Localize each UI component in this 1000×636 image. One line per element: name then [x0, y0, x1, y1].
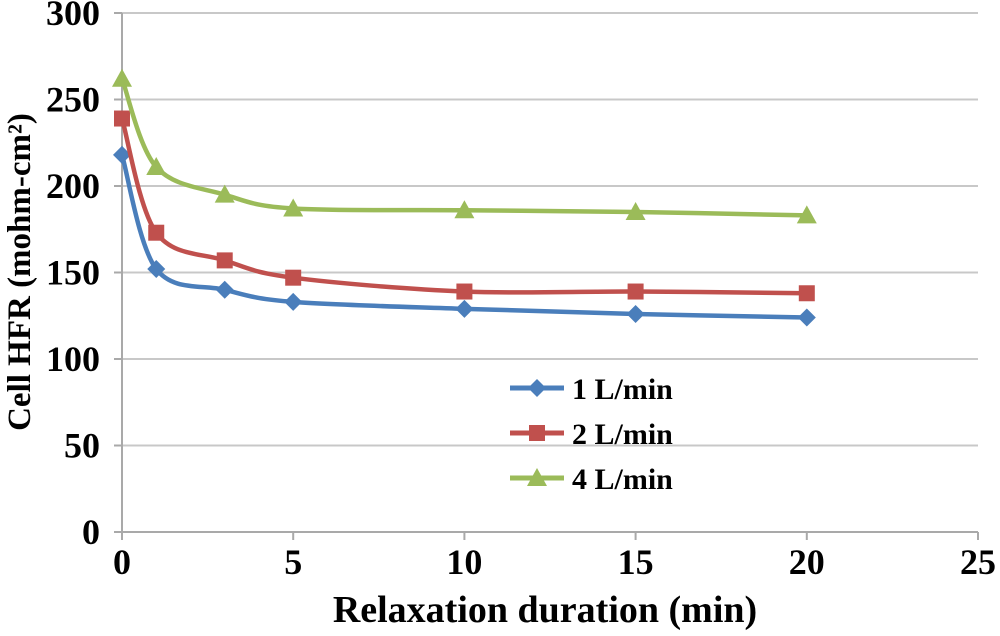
- x-tick-label: 5: [284, 542, 302, 582]
- series-2-l-min: [114, 110, 815, 302]
- data-point-marker: [625, 201, 646, 220]
- legend-item-2-l-min: 2 L/min: [510, 418, 673, 451]
- y-axis-title: Cell HFR (mohm-cm²): [2, 113, 38, 431]
- data-point-marker: [112, 68, 132, 87]
- x-tick-label: 10: [446, 542, 482, 582]
- series-4-l-min: [112, 68, 817, 224]
- legend: 1 L/min 2 L/min 4 L/min: [510, 373, 673, 496]
- y-tick-label: 200: [46, 166, 100, 206]
- data-point-marker: [147, 260, 166, 279]
- data-point-marker: [216, 252, 233, 269]
- data-point-marker: [284, 292, 303, 311]
- series-1-l-min: [113, 145, 816, 327]
- legend-label: 2 L/min: [572, 418, 673, 451]
- data-point-marker: [215, 280, 234, 299]
- y-tick-label: 150: [46, 253, 100, 293]
- legend-label: 4 L/min: [572, 463, 673, 496]
- data-point-marker: [113, 145, 131, 164]
- legend-item-4-l-min: 4 L/min: [510, 463, 673, 496]
- y-tick-label: 300: [46, 0, 100, 33]
- data-point-marker: [797, 308, 816, 327]
- x-tick-label: 0: [113, 542, 131, 582]
- data-point-marker: [627, 283, 644, 300]
- data-point-marker: [626, 305, 645, 324]
- data-point-marker: [146, 156, 167, 175]
- gridlines: [122, 12, 978, 533]
- data-point-marker: [529, 425, 545, 441]
- x-tick-label: 20: [789, 542, 825, 582]
- y-tick-label: 50: [64, 426, 100, 466]
- legend-label: 1 L/min: [572, 373, 673, 406]
- y-tick-label: 0: [82, 512, 100, 552]
- x-tick-label: 25: [960, 542, 996, 582]
- axes: [114, 12, 979, 540]
- data-point-marker: [283, 198, 304, 217]
- legend-item-1-l-min: 1 L/min: [510, 373, 673, 406]
- y-tick-label: 250: [46, 80, 100, 120]
- data-point-marker: [796, 205, 817, 224]
- data-point-marker: [148, 224, 165, 241]
- data-point-marker: [214, 184, 235, 203]
- data-point-marker: [114, 110, 130, 127]
- tick-labels: 0 50 100 150 200 250 300 0 5 10 15 20 25: [46, 0, 996, 582]
- data-point-marker: [454, 200, 475, 219]
- data-point-marker: [285, 269, 302, 286]
- data-point-marker: [527, 468, 547, 486]
- series-lines: [112, 68, 817, 327]
- x-tick-label: 15: [618, 542, 654, 582]
- x-axis-title: Relaxation duration (min): [333, 589, 757, 631]
- data-point-marker: [456, 283, 473, 300]
- y-tick-label: 100: [46, 339, 100, 379]
- data-point-marker: [528, 379, 546, 397]
- data-point-marker: [455, 299, 474, 318]
- data-point-marker: [798, 285, 815, 302]
